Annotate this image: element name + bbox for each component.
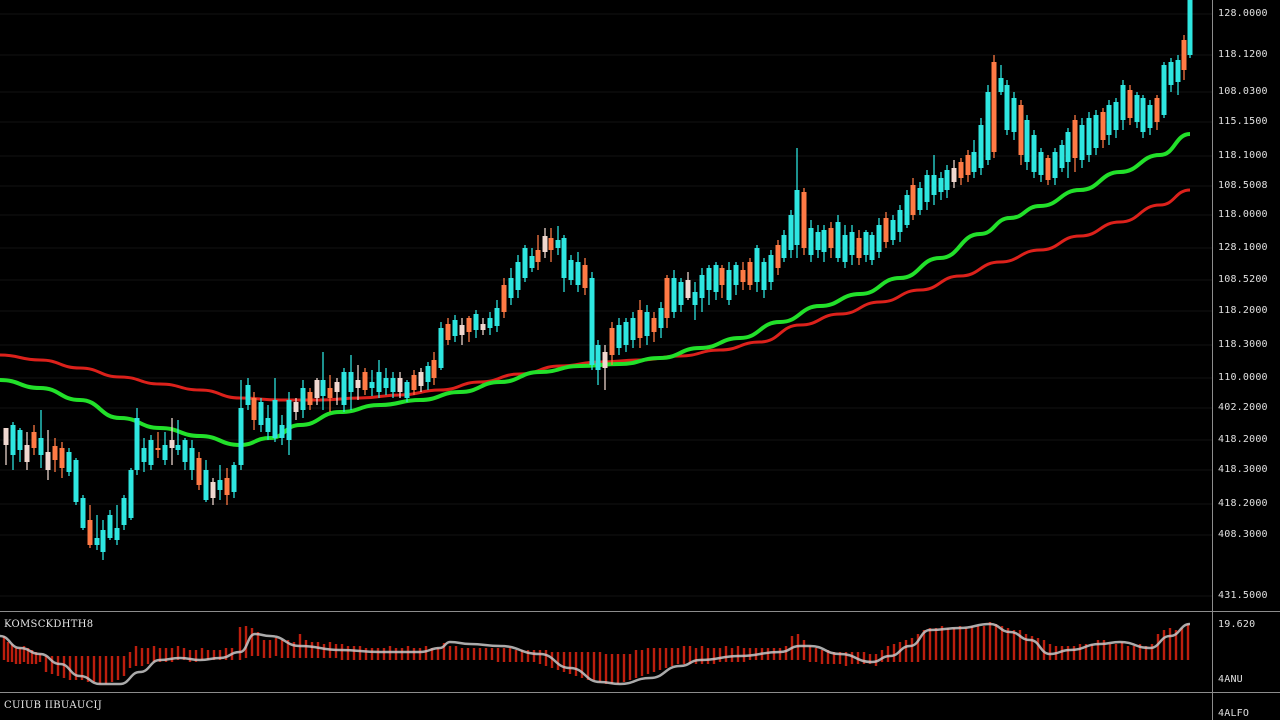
price-axis-label: 128.0000 xyxy=(1218,8,1268,19)
price-axis-label: 118.1000 xyxy=(1218,150,1268,161)
main-panel-divider[interactable] xyxy=(0,611,1280,612)
price-axis-label: 128.1000 xyxy=(1218,242,1268,253)
candles xyxy=(3,0,1193,560)
grid-lines xyxy=(0,13,1212,597)
price-axis-label: 118.1200 xyxy=(1218,49,1268,60)
price-axis-label: 431.5000 xyxy=(1218,590,1268,601)
price-axis-label: 108.5200 xyxy=(1218,274,1268,285)
ema-fast-line xyxy=(0,132,1191,448)
price-axis-label: 108.0300 xyxy=(1218,86,1268,97)
bottom-panel-title: CUIUB IIBUAUCIJ xyxy=(4,700,103,711)
indicator-line xyxy=(0,622,1191,686)
ema-slow-line xyxy=(0,188,1191,402)
price-axis-label: 418.2000 xyxy=(1218,434,1268,445)
price-axis-label: 108.5008 xyxy=(1218,180,1268,191)
price-axis-label: 118.3000 xyxy=(1218,339,1268,350)
price-axis-divider xyxy=(1212,0,1213,720)
indicator-axis-label-top: 19.620 xyxy=(1218,619,1256,630)
price-axis-label: 118.2000 xyxy=(1218,305,1268,316)
price-axis-label: 418.2000 xyxy=(1218,498,1268,509)
price-axis-label: 118.0000 xyxy=(1218,209,1268,220)
indicator-panel-title: KOMSCKDHTH8 xyxy=(4,619,94,630)
indicator-histogram xyxy=(2,622,1190,684)
indicator-panel-divider[interactable] xyxy=(0,692,1280,693)
bottom-axis-label: 4ALFO xyxy=(1218,708,1250,719)
price-axis-label: 408.3000 xyxy=(1218,529,1268,540)
price-axis-label: 110.0000 xyxy=(1218,372,1268,383)
price-axis-label: 115.1500 xyxy=(1218,116,1268,127)
price-axis-label: 402.2000 xyxy=(1218,402,1268,413)
price-axis-label: 418.3000 xyxy=(1218,464,1268,475)
indicator-axis-label-bottom: 4ANU xyxy=(1218,674,1243,685)
